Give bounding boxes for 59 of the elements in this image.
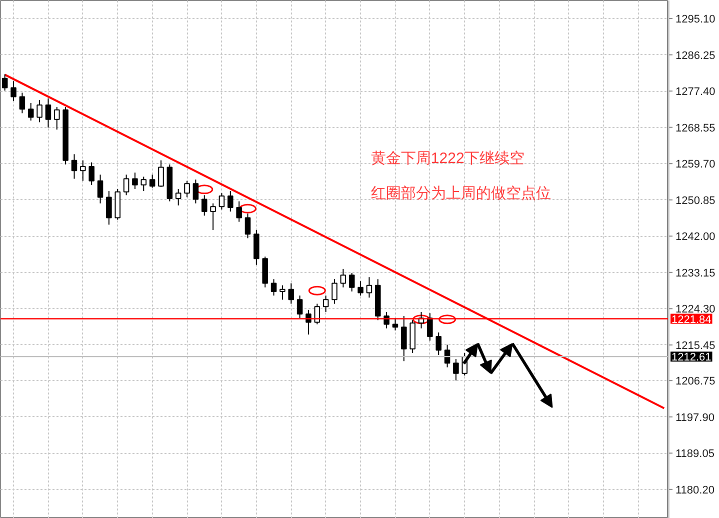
- y-tick-label: 1206.75: [676, 376, 716, 388]
- y-tick-label: 1295.10: [676, 14, 716, 26]
- y-tick-label: 1268.55: [676, 122, 716, 134]
- candlestick: [88, 162, 94, 186]
- candlestick: [149, 174, 156, 188]
- y-tick-label: 1189.05: [676, 448, 714, 460]
- candlestick: [71, 154, 78, 180]
- y-tick-label: 1242.00: [676, 231, 716, 244]
- candlestick: [288, 282, 294, 304]
- candlestick: [322, 295, 329, 312]
- candlestick: [132, 172, 138, 190]
- y-tick-label: 1259.70: [676, 158, 716, 171]
- annotation: 红圈部分为上周的做空点位: [370, 185, 551, 202]
- candlestick: [10, 80, 16, 102]
- candlestick: [340, 268, 346, 288]
- candlestick: [436, 332, 442, 356]
- y-tick-label: 1286.25: [676, 50, 716, 62]
- candlestick: [270, 278, 277, 296]
- annotation: 黄金下周1222下继续空: [370, 150, 524, 168]
- candlestick: [54, 106, 60, 130]
- candlestick: [97, 174, 104, 204]
- y-tick-label: 1277.40: [676, 86, 716, 98]
- candlestick: [140, 176, 147, 192]
- ref-line-label: 1221.84: [672, 314, 712, 326]
- candlestick: [210, 202, 216, 230]
- y-tick-label: 1233.15: [676, 267, 716, 280]
- candlestick: [201, 194, 208, 216]
- y-tick-label: 1250.85: [676, 194, 716, 207]
- candlestick: [80, 160, 86, 182]
- candlestick: [348, 272, 355, 292]
- candlestick: [28, 102, 34, 122]
- candlestick: [244, 213, 251, 239]
- candlestick: [218, 192, 225, 210]
- candlestick: [123, 174, 130, 196]
- candlestick: [366, 276, 372, 298]
- candlestick: [192, 179, 199, 204]
- y-tick-label: 1224.30: [676, 304, 716, 316]
- candlestick: [427, 312, 433, 342]
- candlestick: [36, 100, 42, 123]
- candlestick: [2, 74, 8, 92]
- candlestick: [392, 318, 398, 331]
- y-tick-label: 1215.45: [676, 340, 716, 352]
- candlestick: [228, 190, 234, 212]
- candlestick: [158, 160, 164, 188]
- candlestick: [19, 92, 26, 114]
- candlestick: [106, 190, 112, 226]
- candlestick: [453, 358, 459, 381]
- y-tick-label: 1180.20: [676, 484, 714, 496]
- candlestick: [332, 278, 338, 304]
- candlestick: [358, 280, 364, 296]
- candlestick: [296, 295, 303, 319]
- candlestick: [45, 98, 52, 128]
- ref-line-label: 1212.61: [672, 352, 712, 364]
- y-tick-label: 1197.90: [676, 412, 714, 424]
- candlestick: [401, 316, 407, 362]
- candlestick: [184, 180, 190, 198]
- candlestick: [236, 200, 242, 222]
- candlestick: [175, 188, 182, 206]
- candlestick: [280, 284, 286, 300]
